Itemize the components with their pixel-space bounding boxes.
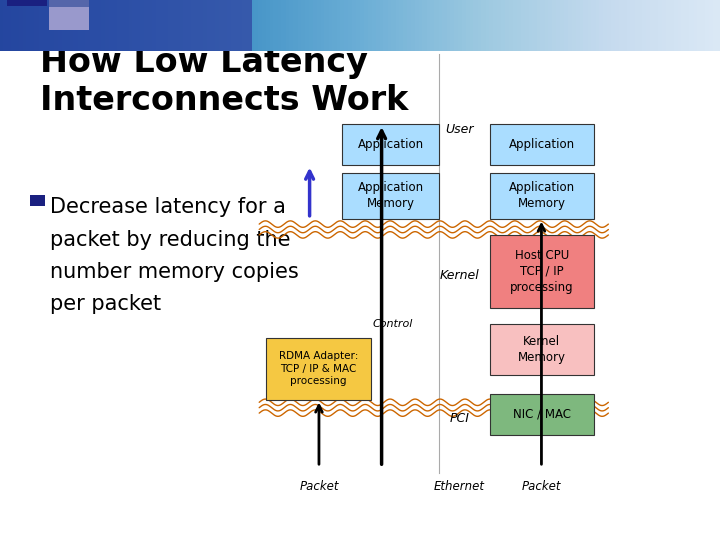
Text: Kernel
Memory: Kernel Memory (518, 335, 566, 364)
Text: Interconnects Work: Interconnects Work (40, 84, 408, 117)
Text: Ethernet: Ethernet (434, 480, 485, 492)
FancyBboxPatch shape (490, 124, 594, 165)
Text: Control: Control (372, 319, 413, 329)
FancyBboxPatch shape (490, 173, 594, 219)
Bar (0, 0, 252, 51)
Text: Application: Application (509, 138, 575, 151)
Text: Host CPU
TCP / IP
processing: Host CPU TCP / IP processing (510, 249, 574, 294)
Text: NIC / MAC: NIC / MAC (513, 408, 571, 421)
Bar (30, 195, 45, 206)
Bar (7, 0, 47, 6)
FancyBboxPatch shape (490, 235, 594, 308)
Text: PCI: PCI (449, 412, 469, 425)
Text: Decrease latency for a: Decrease latency for a (50, 197, 287, 217)
Text: Application
Memory: Application Memory (358, 181, 423, 210)
FancyBboxPatch shape (342, 173, 439, 219)
Text: per packet: per packet (50, 294, 161, 314)
Text: How Low Latency: How Low Latency (40, 46, 367, 79)
FancyBboxPatch shape (490, 394, 594, 435)
Text: Kernel: Kernel (439, 269, 480, 282)
Text: Application: Application (358, 138, 423, 151)
Text: number memory copies: number memory copies (50, 262, 299, 282)
Text: Packet: Packet (300, 480, 338, 492)
FancyBboxPatch shape (490, 324, 594, 375)
Text: User: User (445, 123, 474, 136)
Text: Packet: Packet (522, 480, 561, 492)
Bar (49, 6, 89, 30)
Bar (49, 0, 89, 9)
FancyBboxPatch shape (266, 338, 371, 400)
Text: Application
Memory: Application Memory (509, 181, 575, 210)
Text: RDMA Adapter:
TCP / IP & MAC
processing: RDMA Adapter: TCP / IP & MAC processing (279, 351, 359, 386)
Text: packet by reducing the: packet by reducing the (50, 230, 291, 249)
FancyBboxPatch shape (342, 124, 439, 165)
